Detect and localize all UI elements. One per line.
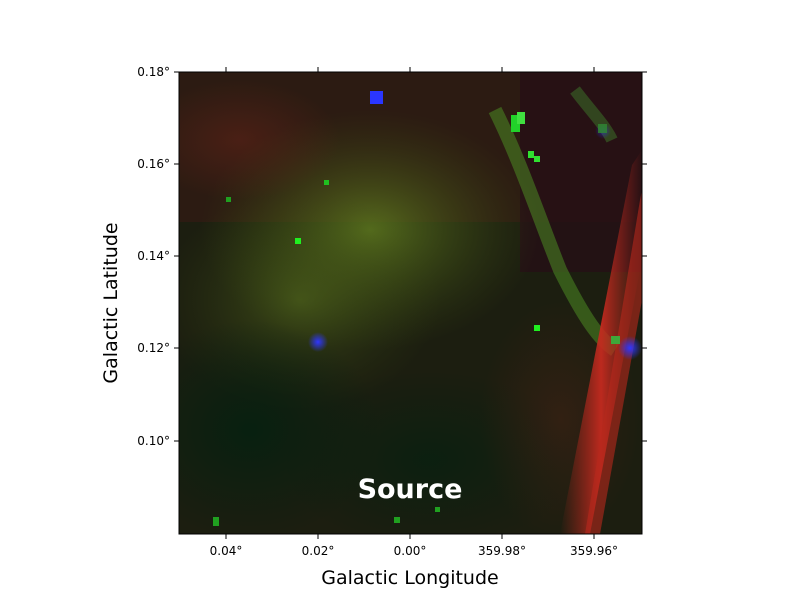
y-tick-label: 0.18° bbox=[137, 65, 170, 79]
y-tick-label: 0.10° bbox=[137, 434, 170, 448]
x-ticks bbox=[225, 67, 595, 539]
x-tick-label: 0.04° bbox=[210, 544, 243, 558]
source-label: Source bbox=[358, 474, 463, 505]
y-tick-label: 0.14° bbox=[137, 249, 170, 263]
x-axis-label: Galactic Longitude bbox=[321, 567, 498, 589]
y-ticks bbox=[174, 71, 647, 442]
x-tick-label: 359.96° bbox=[570, 544, 618, 558]
y-tick-label: 0.12° bbox=[137, 341, 170, 355]
x-tick-label: 0.00° bbox=[394, 544, 427, 558]
y-tick-label: 0.16° bbox=[137, 157, 170, 171]
x-tick-label: 0.02° bbox=[302, 544, 335, 558]
y-axis-label: Galactic Latitude bbox=[100, 222, 122, 383]
x-tick-label: 359.98° bbox=[478, 544, 526, 558]
sky-image bbox=[179, 72, 642, 534]
